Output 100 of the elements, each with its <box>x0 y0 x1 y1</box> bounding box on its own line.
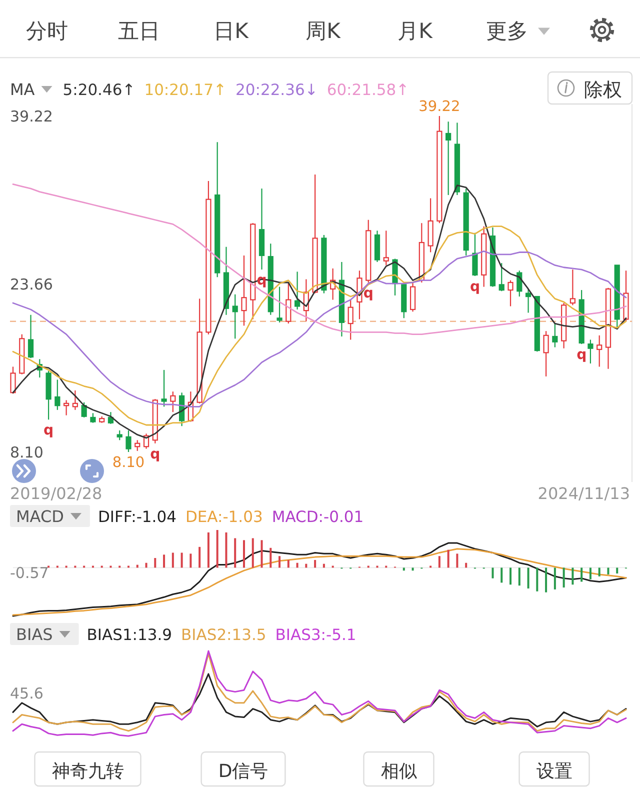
text: BIAS1:13.9 <box>86 626 172 644</box>
annotation: q <box>363 285 374 302</box>
bar <box>180 552 183 568</box>
candlestick <box>498 262 504 292</box>
text: 5:20.46↑ <box>62 81 136 99</box>
text: 60:21.58↑ <box>326 81 410 99</box>
bar <box>616 568 618 574</box>
candlestick <box>552 322 558 348</box>
candlestick <box>72 390 78 410</box>
bar <box>402 568 405 571</box>
text: 分时 <box>26 19 68 43</box>
bar <box>607 568 610 574</box>
annotation: q <box>576 347 587 364</box>
candlestick <box>588 339 594 364</box>
candlestick <box>348 299 354 340</box>
bar <box>554 568 556 590</box>
bar <box>207 532 210 568</box>
text: 2019/02/28 <box>10 484 102 503</box>
bar <box>242 540 245 568</box>
bar <box>314 560 316 568</box>
bar <box>145 562 148 568</box>
candlestick <box>64 400 70 416</box>
text: 神奇九转 <box>52 761 124 782</box>
bar <box>465 562 468 568</box>
candlestick <box>410 282 416 312</box>
bar <box>456 554 458 568</box>
bar <box>278 556 281 568</box>
candlestick <box>241 254 247 326</box>
annotation: -0.57 <box>10 564 49 582</box>
bar <box>510 568 512 585</box>
bar <box>536 568 538 592</box>
text: 五日 <box>118 19 160 43</box>
bar <box>447 550 450 568</box>
bar <box>296 562 298 568</box>
bar <box>270 548 272 568</box>
candlestick <box>170 390 176 413</box>
bar <box>154 558 156 568</box>
candlestick <box>596 334 602 368</box>
candlestick <box>276 286 282 323</box>
candlestick <box>232 294 238 340</box>
bar <box>322 564 325 568</box>
text: 月K <box>398 19 434 43</box>
bar <box>234 538 236 568</box>
series-label: BIAS2:13.5 <box>181 626 266 644</box>
bar <box>580 568 583 582</box>
text: BIAS3:-5.1 <box>275 626 356 644</box>
annotation: q <box>470 279 480 296</box>
candlestick <box>134 440 140 452</box>
series-label: MACD:-0.01 <box>272 508 364 526</box>
text: DEA:-1.03 <box>185 508 263 526</box>
legend-title: MA <box>10 80 35 99</box>
text: DIFF:-1.04 <box>98 508 176 526</box>
bar <box>492 568 494 578</box>
candlestick <box>126 430 132 453</box>
bar <box>598 568 600 576</box>
candlestick <box>286 282 292 324</box>
text: 20:22.36↓ <box>236 81 318 99</box>
line-series <box>12 226 627 426</box>
candlestick <box>508 280 514 307</box>
bar <box>589 568 592 580</box>
text: 更多 <box>486 19 528 43</box>
candlestick <box>570 268 576 306</box>
legend-title: BIAS <box>16 625 53 644</box>
candlestick <box>161 369 167 408</box>
annotation: 39.22 <box>418 99 460 115</box>
candlestick <box>516 270 522 298</box>
text: 除权 <box>584 79 622 101</box>
text: 日K <box>214 19 250 43</box>
bar <box>190 554 192 568</box>
candlestick <box>446 121 452 196</box>
bar <box>225 532 228 568</box>
annotation: 45.6 <box>10 684 44 702</box>
y-tick-label: 8.10 <box>10 444 44 462</box>
bar <box>260 540 263 568</box>
y-tick-label: 39.22 <box>10 108 53 126</box>
candlestick <box>383 230 389 266</box>
text: 相似 <box>380 761 417 782</box>
annotation: q <box>150 446 160 462</box>
candlestick <box>116 430 122 441</box>
bar <box>163 554 166 568</box>
legend-title: MACD <box>16 507 64 526</box>
bar <box>412 568 414 571</box>
bar <box>252 538 254 568</box>
text: 周K <box>306 19 342 43</box>
annotation: 8.10 <box>112 455 145 471</box>
bar <box>198 546 201 568</box>
candlestick <box>90 412 96 424</box>
text: D信号 <box>218 761 268 782</box>
bar <box>545 568 548 592</box>
bar <box>500 568 503 583</box>
bar <box>172 552 174 568</box>
candlestick <box>294 271 300 310</box>
annotation: q <box>44 422 54 439</box>
bar <box>287 560 290 568</box>
candlestick <box>525 288 532 314</box>
text: 10:20.17↑ <box>144 81 227 99</box>
y-tick-label: 23.66 <box>10 276 53 294</box>
candlestick <box>54 379 60 410</box>
bar <box>305 564 308 568</box>
bar <box>562 568 565 588</box>
